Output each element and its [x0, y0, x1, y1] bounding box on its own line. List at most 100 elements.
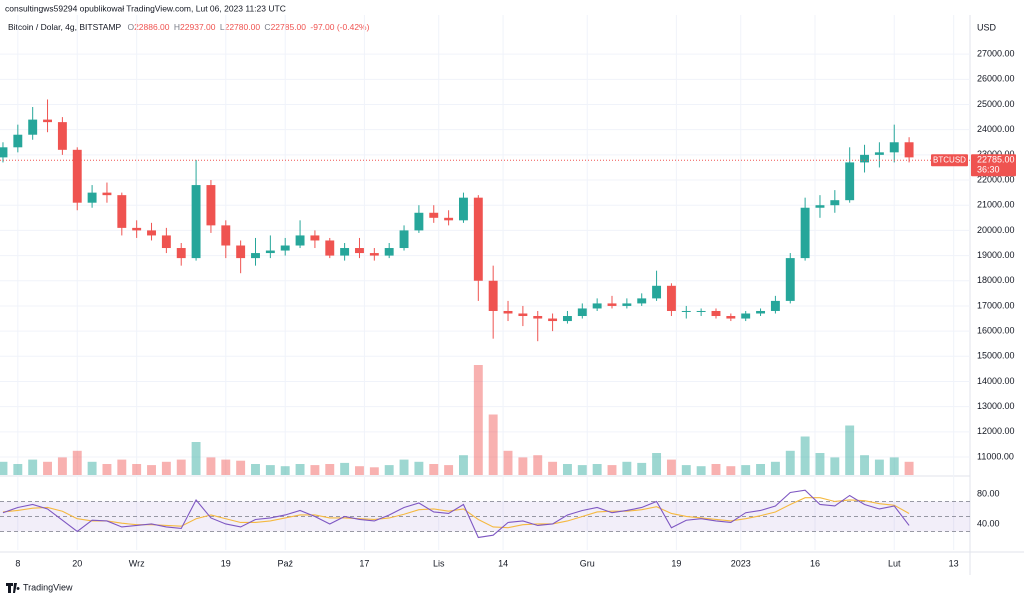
x-tick-label: Wrz	[129, 558, 145, 568]
candle-body	[711, 310, 721, 317]
candle-body	[102, 192, 112, 196]
candle-body	[265, 250, 275, 254]
ohlc-key: H	[174, 22, 180, 32]
candle-body	[280, 245, 290, 251]
x-tick-label: 19	[221, 558, 231, 568]
candle-body	[72, 149, 82, 203]
volume-bar	[265, 465, 275, 475]
ohlc-value: 22785.00	[271, 22, 307, 32]
candle-body	[756, 310, 766, 314]
volume-bar	[503, 450, 513, 475]
candle-body	[860, 154, 869, 163]
candle-body	[459, 197, 468, 221]
volume-bar	[87, 461, 97, 475]
volume-bar	[236, 460, 246, 475]
currency: USD	[977, 22, 997, 32]
volume-bar	[429, 464, 439, 475]
candle-body	[206, 185, 216, 226]
volume-bar	[904, 461, 914, 475]
logo: TradingView	[6, 582, 73, 593]
x-tick-label: 19	[671, 558, 681, 568]
volume-bar	[444, 465, 454, 475]
symbol-tag	[931, 154, 968, 167]
candle-body	[800, 207, 810, 259]
volume-bar	[414, 461, 424, 475]
volume-bar	[43, 461, 52, 475]
volume-bar	[711, 464, 721, 475]
candle-body	[696, 310, 706, 312]
candle-body	[147, 230, 156, 236]
volume-bar	[28, 459, 38, 475]
x-tick-label: 20	[72, 558, 82, 568]
ohlc-key: C	[264, 22, 270, 32]
y-tick-label: 11000.00	[977, 451, 1014, 461]
y-tick-label: 24000.00	[977, 124, 1015, 134]
y-tick-label: 25000.00	[977, 99, 1015, 109]
candle-body	[176, 248, 186, 259]
volume-bar	[280, 466, 290, 475]
candle-body	[637, 298, 647, 304]
candle-body	[473, 197, 483, 281]
y-tick-label: 16000.00	[977, 325, 1015, 335]
candle-body	[666, 285, 676, 311]
candle-body	[548, 318, 558, 322]
candle-body	[845, 162, 855, 201]
candle-body	[607, 303, 617, 306]
candle-body	[0, 147, 8, 158]
candle-body	[117, 195, 127, 228]
logo-text: TradingView	[23, 582, 73, 592]
volume-bar	[72, 450, 82, 475]
x-tick-label: Gru	[580, 558, 595, 568]
candle-body	[429, 212, 439, 218]
volume-bar	[13, 464, 23, 475]
publisher: consultingws59294 opublikował TradingVie…	[5, 3, 286, 13]
volume-bar	[221, 459, 231, 475]
volume-bar	[770, 461, 780, 475]
volume-bar	[102, 464, 112, 475]
y-tick-label: 18000.00	[977, 275, 1015, 285]
candle-body	[369, 253, 379, 256]
candle-body	[518, 313, 528, 317]
candle-body	[622, 303, 632, 306]
candle-body	[770, 300, 780, 311]
candle-body	[13, 134, 23, 148]
volume-bar	[161, 461, 171, 475]
x-tick-label: Lut	[888, 558, 901, 568]
x-tick-label: Paź	[277, 558, 293, 568]
candle-body	[503, 310, 513, 314]
volume-bar	[726, 466, 736, 475]
candle-body	[57, 122, 67, 150]
y-tick-label: 19000.00	[977, 250, 1015, 260]
volume-bar	[548, 461, 558, 475]
candle-body	[562, 316, 572, 322]
candle-body	[815, 205, 825, 208]
y-tick-label: 12000.00	[977, 426, 1015, 436]
grid	[0, 15, 970, 550]
candle-body	[399, 230, 409, 249]
volume-bar	[741, 465, 751, 475]
symbol: Bitcoin / Dolar, 4g, BITSTAMP	[8, 22, 122, 32]
candle-body	[726, 316, 736, 319]
volume-bar	[562, 464, 572, 475]
candle-body	[414, 212, 424, 231]
ohlc-key: L	[220, 22, 225, 32]
volume-bar	[147, 465, 156, 475]
volume-bar	[652, 453, 662, 475]
candle-body	[533, 316, 543, 319]
candle-body	[444, 217, 454, 221]
volume-bar	[874, 459, 884, 475]
y-tick-label: 14000.00	[977, 376, 1015, 386]
y-tick-label: 23000.00	[977, 149, 1015, 159]
volume-bar	[622, 461, 632, 475]
candle-body	[221, 225, 231, 246]
rsi-tick-label: 40.00	[977, 518, 1000, 528]
volume-bar	[459, 455, 468, 475]
legend: Bitcoin / Dolar, 4g, BITSTAMP O22886.00 …	[8, 22, 370, 32]
price-tag-label: 22785.00	[977, 155, 1015, 165]
countdown-label: 36:30	[977, 165, 1000, 175]
candle-body	[132, 227, 142, 231]
candle-body	[28, 119, 38, 135]
candle-body	[340, 248, 350, 256]
volume-bar	[696, 466, 706, 475]
